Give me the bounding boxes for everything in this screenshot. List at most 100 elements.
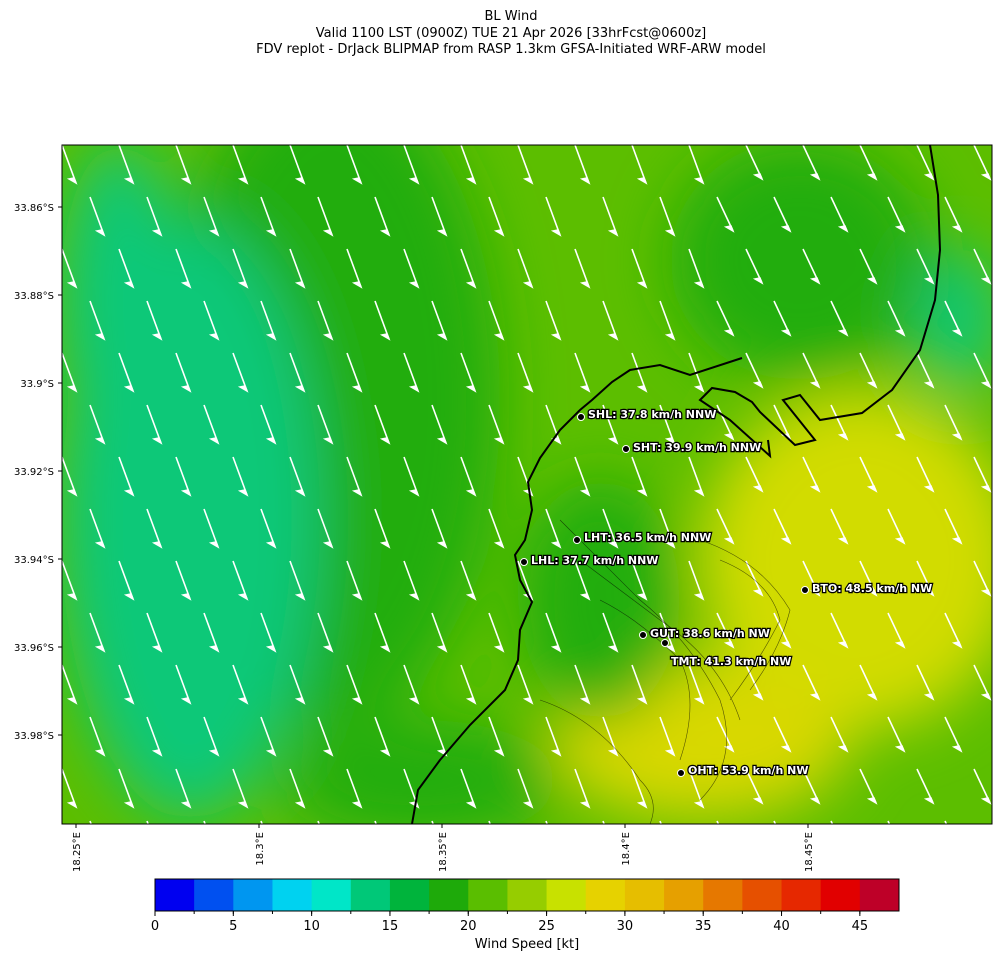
wind-arrow-head xyxy=(180,385,192,393)
wind-arrow xyxy=(431,508,447,548)
wind-arrow xyxy=(745,456,763,492)
wind-arrow xyxy=(374,508,390,548)
wind-arrow xyxy=(830,612,848,648)
wind-arrow xyxy=(602,612,618,652)
wind-arrow-head xyxy=(436,333,448,341)
wind-arrow-head xyxy=(66,697,78,705)
wind-arrow xyxy=(631,145,647,184)
wind-arrow-head xyxy=(780,225,792,233)
wind-arrow xyxy=(631,352,647,392)
wind-arrow xyxy=(773,612,791,648)
wind-arrow xyxy=(916,664,934,700)
wind-arrow-head xyxy=(351,281,363,289)
wind-arrow-head xyxy=(379,541,391,549)
wind-arrow-head xyxy=(322,645,334,653)
colorbar-tick-label: 10 xyxy=(303,919,320,934)
wind-arrow-head xyxy=(208,333,220,341)
wind-arrow xyxy=(574,456,590,496)
wind-arrow xyxy=(289,768,305,808)
wind-arrow-head xyxy=(923,381,935,389)
lat-tick-label: 33.98°S xyxy=(14,731,54,742)
colorbar-swatch xyxy=(546,879,587,911)
colorbar-swatch xyxy=(194,879,234,911)
wind-arrow xyxy=(688,768,704,808)
wind-arrow-head xyxy=(123,593,135,601)
wind-arrow xyxy=(631,768,647,808)
wind-arrow-head xyxy=(268,854,275,859)
wind-arrow xyxy=(488,300,504,340)
wind-arrow xyxy=(118,145,134,184)
wind-arrow-head xyxy=(265,645,277,653)
wind-arrow xyxy=(517,560,533,600)
wind-arrow xyxy=(773,508,791,544)
wind-arrow-head xyxy=(436,229,448,237)
wind-arrow xyxy=(146,820,149,824)
wind-arrow-head xyxy=(265,229,277,237)
wind-arrow xyxy=(859,664,877,700)
subtitle: Valid 1100 LST (0900Z) TUE 21 Apr 2026 [… xyxy=(316,26,707,41)
wind-arrow-head xyxy=(294,801,306,809)
wind-arrow xyxy=(716,508,734,544)
map-field xyxy=(62,145,992,859)
wind-arrow-head xyxy=(237,281,249,289)
wind-arrow-head xyxy=(408,593,420,601)
colorbar-tick-label: 5 xyxy=(229,919,237,934)
wind-arrow-head xyxy=(493,333,505,341)
wind-arrow-head xyxy=(522,801,534,809)
wind-arrow-head xyxy=(208,541,220,549)
wind-arrow xyxy=(802,768,820,804)
wind-arrow xyxy=(887,196,905,232)
wind-arrow xyxy=(232,352,248,392)
wind-arrow-head xyxy=(607,749,619,757)
wind-arrow xyxy=(232,560,248,600)
wind-arrow xyxy=(346,248,362,288)
wind-arrow-head xyxy=(951,433,963,441)
wind-arrow xyxy=(346,664,362,704)
wind-arrow-head xyxy=(351,489,363,497)
colorbar-swatch xyxy=(468,879,508,911)
wind-arrow xyxy=(973,248,991,284)
wind-arrow-head xyxy=(837,745,849,753)
wind-arrow-head xyxy=(294,697,306,705)
wind-arrow xyxy=(118,768,134,808)
lon-tick-label: 18.35°E xyxy=(438,832,449,872)
wind-arrow-head xyxy=(351,801,363,809)
wind-arrow-head xyxy=(237,593,249,601)
wind-arrow xyxy=(203,300,219,340)
wind-arrow xyxy=(602,508,618,548)
wind-arrow xyxy=(431,716,447,756)
wind-arrow xyxy=(203,820,206,824)
wind-arrow xyxy=(488,612,504,652)
wind-arrow-head xyxy=(579,385,591,393)
wind-arrow-head xyxy=(693,385,705,393)
wind-arrow xyxy=(602,716,618,756)
wind-arrow xyxy=(545,300,561,340)
wind-arrow-head xyxy=(607,645,619,653)
station-label: SHL: 37.8 km/h NNW xyxy=(588,408,716,421)
wind-arrow xyxy=(574,145,590,184)
wind-arrow xyxy=(659,612,675,652)
colorbar-swatch xyxy=(429,879,469,911)
station-dot xyxy=(677,769,685,777)
wind-arrow xyxy=(460,248,476,288)
station-label: BTO: 48.5 km/h NW xyxy=(812,582,932,595)
wind-arrow xyxy=(89,196,105,236)
wind-arrow xyxy=(517,145,533,184)
wind-arrow xyxy=(317,508,333,548)
wind-arrow-head xyxy=(351,177,363,185)
wind-arrow xyxy=(118,352,134,392)
wind-arrow xyxy=(688,145,704,184)
wind-arrow xyxy=(574,248,590,288)
colorbar-tick-label: 30 xyxy=(617,919,634,934)
wind-arrow-head xyxy=(123,801,135,809)
wind-arrow xyxy=(602,820,605,824)
wind-arrow xyxy=(488,508,504,548)
wind-arrow xyxy=(517,664,533,704)
wind-arrow-head xyxy=(951,329,963,337)
wind-arrow xyxy=(317,716,333,756)
wind-arrow-head xyxy=(866,381,878,389)
wind-arrow-head xyxy=(265,437,277,445)
wind-arrow xyxy=(944,196,962,232)
wind-arrow xyxy=(745,352,763,388)
wind-arrow-head xyxy=(923,277,935,285)
